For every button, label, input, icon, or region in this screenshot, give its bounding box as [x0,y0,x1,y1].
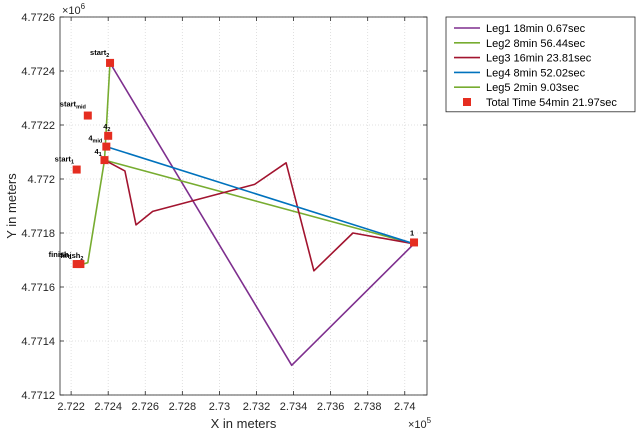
x-tick-label: 2.722 [57,401,85,413]
legend-entry: Leg1 18min 0.67sec [486,23,586,35]
x-axis: 2.722 2.724 2.726 2.728 2.73 2.732 2.734 2.736 2… [57,17,415,413]
point-label-subscript: mid [76,105,86,111]
series-line-leg1 [109,62,415,367]
marker-point [83,111,92,120]
point-label-subscript: 2 [106,53,109,59]
y-tick-label: 4.7712 [21,390,55,402]
y-tick-label: 4.7726 [21,12,55,24]
point-label-text: 4 [103,122,108,131]
point-label-subscript: 1 [69,255,72,261]
point-label-subscript: 2 [107,127,110,133]
legend-entry: Leg5 2min 9.03sec [486,82,579,94]
point-label-text: finish [49,250,69,259]
marker-group: start2startmidstart1424mid411finish1fini… [49,48,419,269]
marker-point [76,260,85,269]
x-tick-label: 2.734 [280,401,308,413]
point-label: 41 [94,147,101,158]
marker-point [106,58,115,67]
y-tick-label: 4.7722 [21,120,55,132]
series-line-leg4 [106,145,415,245]
y-tick-label: 4.772 [27,174,55,186]
x-tick-label: 2.73 [209,401,230,413]
point-label-text: start [90,48,107,57]
point-label-text: 4 [94,147,99,156]
plot-area [60,17,427,395]
y-exponent-label: ×106 [62,2,86,17]
point-label: 1 [410,228,414,237]
y-tick-label: 4.7718 [21,228,55,240]
x-axis-label: X in meters [211,416,277,431]
legend-entry: Leg3 16min 23.81sec [486,53,592,65]
y-axis-label: Y in meters [4,173,19,239]
x-tick-label: 2.74 [394,401,415,413]
marker-point [72,165,81,174]
y-axis: 4.7712 4.7714 4.7716 4.7718 4.772 4.7722 4.772… [21,12,427,402]
marker-point [410,238,419,247]
point-label-text: start [55,155,72,164]
point-label: start2 [90,48,109,59]
x-tick-label: 2.726 [131,401,159,413]
y-tick-label: 4.7714 [21,336,55,348]
point-label: finish1 [49,250,72,261]
point-label: 42 [103,122,110,133]
x-tick-label: 2.724 [94,401,122,413]
point-label: 4mid [88,134,102,145]
point-label-text: 4 [88,134,93,143]
point-label-text: finish [60,251,80,260]
marker-point [102,142,111,151]
point-label: startmid [60,100,86,111]
legend-entry: Total Time 54min 21.97sec [486,97,617,109]
legend-box [445,16,636,113]
x-tick-label: 2.736 [317,401,345,413]
point-label-subscript: 1 [99,152,102,158]
y-tick-label: 4.7724 [21,66,55,78]
axes-box [59,16,428,396]
point-label-subscript: 2 [80,256,83,262]
y-tick-label: 4.7716 [21,282,55,294]
legend-marker-swatch [463,98,471,106]
point-label-text: 1 [410,228,414,237]
x-tick-label: 2.728 [169,401,197,413]
x-exponent-label: ×105 [408,416,432,431]
x-tick-label: 2.732 [243,401,271,413]
point-label-subscript: 1 [71,160,74,166]
point-label: finish2 [60,251,83,262]
marker-point [100,156,109,165]
series-line-leg3 [104,159,415,272]
marker-point [104,131,113,140]
legend-entry: Leg2 8min 56.44sec [486,38,586,50]
x-tick-label: 2.738 [354,401,382,413]
legend-entry: Leg4 8min 52.02sec [486,67,586,79]
point-label-subscript: mid [93,139,103,145]
point-label-text: start [60,100,77,109]
legend: Leg1 18min 0.67sec Leg2 8min 56.44sec Leg3… [445,16,636,113]
point-label: start1 [55,155,74,166]
